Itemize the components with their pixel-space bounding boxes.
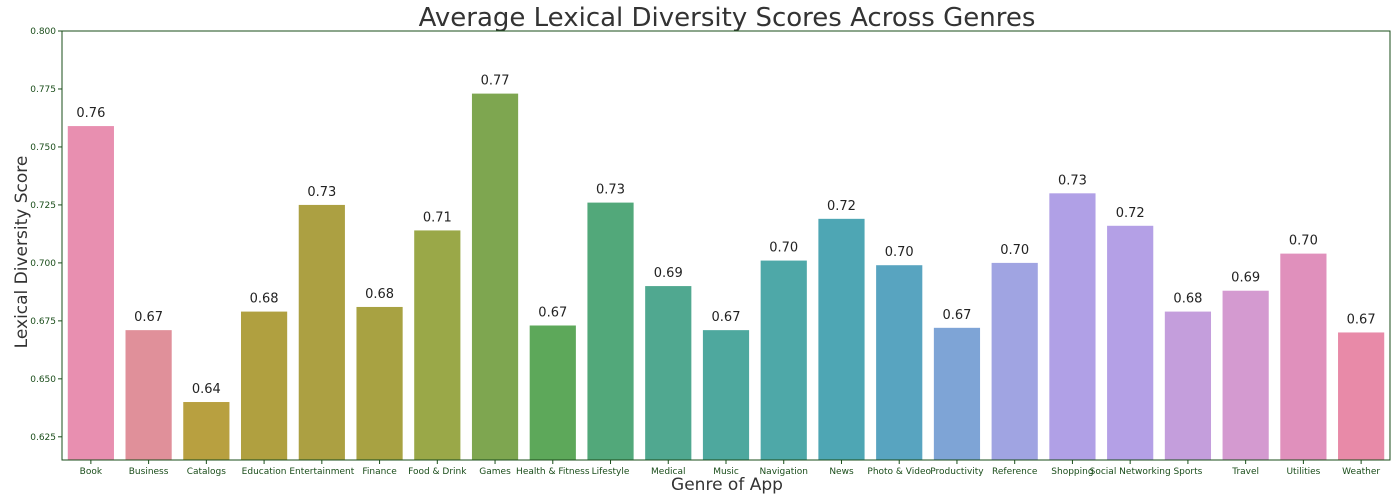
x-tick-label: Food & Drink xyxy=(408,467,467,477)
x-tick-label: Finance xyxy=(362,467,397,477)
bar xyxy=(1107,225,1154,460)
bar xyxy=(818,218,865,460)
bar xyxy=(1338,332,1385,460)
x-tick-label: Book xyxy=(80,467,103,477)
bar-value-label: 0.69 xyxy=(654,266,683,281)
bar-value-label: 0.77 xyxy=(481,74,510,89)
bar xyxy=(240,311,288,460)
bar-value-label: 0.73 xyxy=(596,183,625,198)
plot-area: 0.625 0.650 0.675 0.700 0.725 0.750 0.775 0.800… xyxy=(30,27,1391,477)
bar xyxy=(298,204,345,460)
x-tick-label: Education xyxy=(242,467,287,477)
bar xyxy=(529,325,576,460)
bar xyxy=(702,330,750,460)
y-tick-label: 0.725 xyxy=(30,201,56,211)
bar xyxy=(645,286,692,460)
bar-value-label: 0.72 xyxy=(827,199,856,214)
bar-value-label: 0.68 xyxy=(1173,292,1202,307)
bar xyxy=(183,402,230,460)
x-tick-label: Productivity xyxy=(930,467,984,477)
x-tick-label: Entertainment xyxy=(289,467,354,477)
y-tick-label: 0.650 xyxy=(30,375,56,385)
y-tick-label: 0.675 xyxy=(30,317,56,327)
x-tick-label: Sports xyxy=(1173,467,1202,477)
bar-value-label: 0.69 xyxy=(1231,271,1260,286)
x-tick-label: Weather xyxy=(1342,467,1380,477)
bar-value-label: 0.64 xyxy=(192,382,221,397)
bar xyxy=(1164,311,1212,460)
bar-value-label: 0.70 xyxy=(1289,234,1318,249)
y-tick-label: 0.800 xyxy=(30,27,56,37)
y-tick-label: 0.750 xyxy=(30,143,56,153)
y-tick-label: 0.775 xyxy=(30,85,56,95)
x-tick-label: Lifestyle xyxy=(592,467,630,477)
x-tick-label: Music xyxy=(713,467,739,477)
bar-value-label: 0.70 xyxy=(769,241,798,256)
bar xyxy=(991,262,1038,460)
x-tick-label: Travel xyxy=(1231,467,1259,477)
bar-value-label: 0.70 xyxy=(885,245,914,260)
x-tick-label: Business xyxy=(129,467,169,477)
x-tick-label: Catalogs xyxy=(187,467,227,477)
y-tick-label: 0.700 xyxy=(30,259,56,269)
bar-value-label: 0.73 xyxy=(1058,173,1087,188)
plot-frame xyxy=(61,30,1391,461)
bar-value-label: 0.67 xyxy=(942,308,971,323)
x-tick-label: Health & Fitness xyxy=(516,467,590,477)
x-tick-label: Medical xyxy=(651,467,685,477)
bar-value-label: 0.68 xyxy=(365,287,394,302)
bar xyxy=(356,306,403,460)
x-tick-label: Utilities xyxy=(1286,467,1320,477)
bar xyxy=(760,260,807,460)
bar xyxy=(414,230,461,460)
x-tick-label: Photo & Video xyxy=(867,467,931,477)
bar-value-label: 0.67 xyxy=(134,310,163,325)
bar-value-label: 0.67 xyxy=(712,310,741,325)
bar xyxy=(587,202,634,460)
bar xyxy=(471,93,519,460)
x-tick-label: Reference xyxy=(992,467,1038,477)
x-tick-label: Games xyxy=(479,467,511,477)
y-axis-title: Lexical Diversity Score xyxy=(12,156,32,349)
bar-value-label: 0.70 xyxy=(1000,243,1029,258)
x-tick-label: News xyxy=(829,467,854,477)
bar-value-label: 0.76 xyxy=(76,106,105,121)
bar xyxy=(1049,193,1096,460)
bar-value-label: 0.67 xyxy=(538,306,567,321)
bar-value-label: 0.68 xyxy=(250,292,279,307)
bar xyxy=(1280,253,1327,460)
x-axis-title: Genre of App xyxy=(671,475,783,495)
bar-value-label: 0.71 xyxy=(423,210,452,225)
x-tick-label: Social Networking xyxy=(1090,467,1171,477)
bar xyxy=(1222,290,1269,460)
bar xyxy=(933,327,981,460)
bar xyxy=(876,265,923,460)
x-tick-label: Navigation xyxy=(759,467,808,477)
x-tick-label: Shopping xyxy=(1051,467,1093,477)
bar-value-label: 0.67 xyxy=(1347,312,1376,327)
y-tick-label: 0.625 xyxy=(30,433,56,443)
bar xyxy=(125,330,172,460)
bar xyxy=(67,126,114,460)
chart-title: Average Lexical Diversity Scores Across … xyxy=(419,3,1036,33)
bar-value-label: 0.73 xyxy=(307,185,336,200)
bar-value-label: 0.72 xyxy=(1116,206,1145,221)
